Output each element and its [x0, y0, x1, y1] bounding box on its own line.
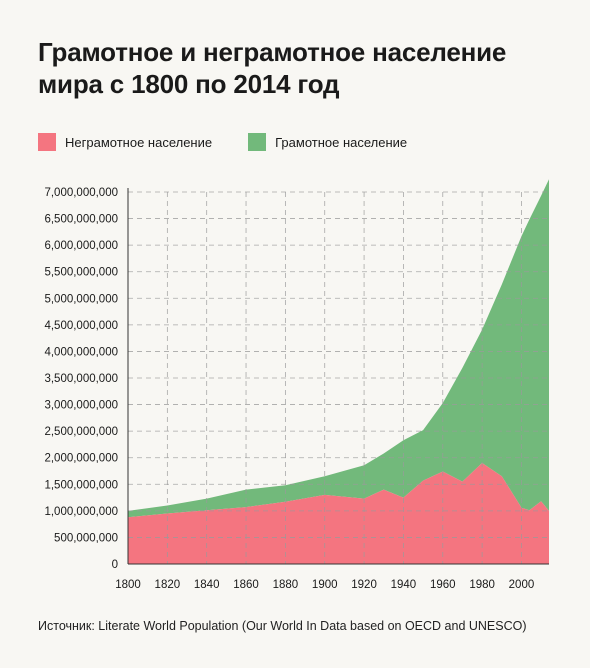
- y-tick-label: 1,000,000,000: [44, 506, 118, 518]
- y-tick-label: 2,000,000,000: [44, 453, 118, 465]
- y-tick-label: 7,000,000,000: [44, 187, 118, 199]
- area-literate: [128, 179, 549, 518]
- x-tick-label: 1820: [155, 579, 181, 591]
- x-tick-label: 2000: [509, 579, 535, 591]
- chart-title-line-1: Грамотное и неграмотное население: [38, 37, 507, 67]
- x-tick-label: 1860: [233, 579, 259, 591]
- legend-item-illiterate: Неграмотное население: [38, 133, 212, 151]
- y-tick-label: 4,500,000,000: [44, 320, 118, 332]
- legend-swatch-literate: [248, 133, 267, 151]
- legend-swatch-illiterate: [38, 133, 56, 151]
- y-tick-label: 3,000,000,000: [44, 400, 118, 412]
- y-tick-label: 5,500,000,000: [44, 267, 118, 279]
- chart-title-line-2: мира с 1800 по 2014 год: [38, 69, 340, 99]
- area-illiterate: [128, 463, 549, 564]
- x-tick-label: 1900: [312, 579, 338, 591]
- chart-title: Грамотное и неграмотное население мира с…: [38, 36, 558, 100]
- legend-label-literate: Грамотное население: [275, 134, 408, 150]
- x-tick-label: 1920: [351, 579, 377, 591]
- legend-item-literate: Грамотное население: [248, 133, 407, 151]
- x-tick-label: 1880: [273, 579, 299, 591]
- y-tick-label: 6,500,000,000: [44, 214, 118, 226]
- y-tick-label: 500,000,000: [54, 532, 118, 544]
- x-tick-label: 1840: [194, 579, 220, 591]
- y-tick-label: 6,000,000,000: [44, 240, 118, 252]
- y-tick-label: 4,000,000,000: [44, 346, 118, 358]
- y-tick-label: 0: [112, 559, 118, 571]
- y-tick-label: 1,500,000,000: [44, 479, 118, 491]
- x-tick-label: 1980: [469, 579, 495, 591]
- source-note: Источник: Literate World Population (Our…: [38, 619, 527, 633]
- y-tick-label: 2,500,000,000: [44, 426, 118, 438]
- y-tick-label: 3,500,000,000: [44, 373, 118, 385]
- y-tick-label: 5,000,000,000: [44, 293, 118, 305]
- legend: Неграмотное население Грамотное населени…: [38, 133, 443, 151]
- x-tick-label: 1960: [430, 579, 456, 591]
- legend-label-illiterate: Неграмотное население: [65, 134, 213, 150]
- x-tick-label: 1800: [115, 579, 141, 591]
- x-tick-label: 1940: [391, 579, 417, 591]
